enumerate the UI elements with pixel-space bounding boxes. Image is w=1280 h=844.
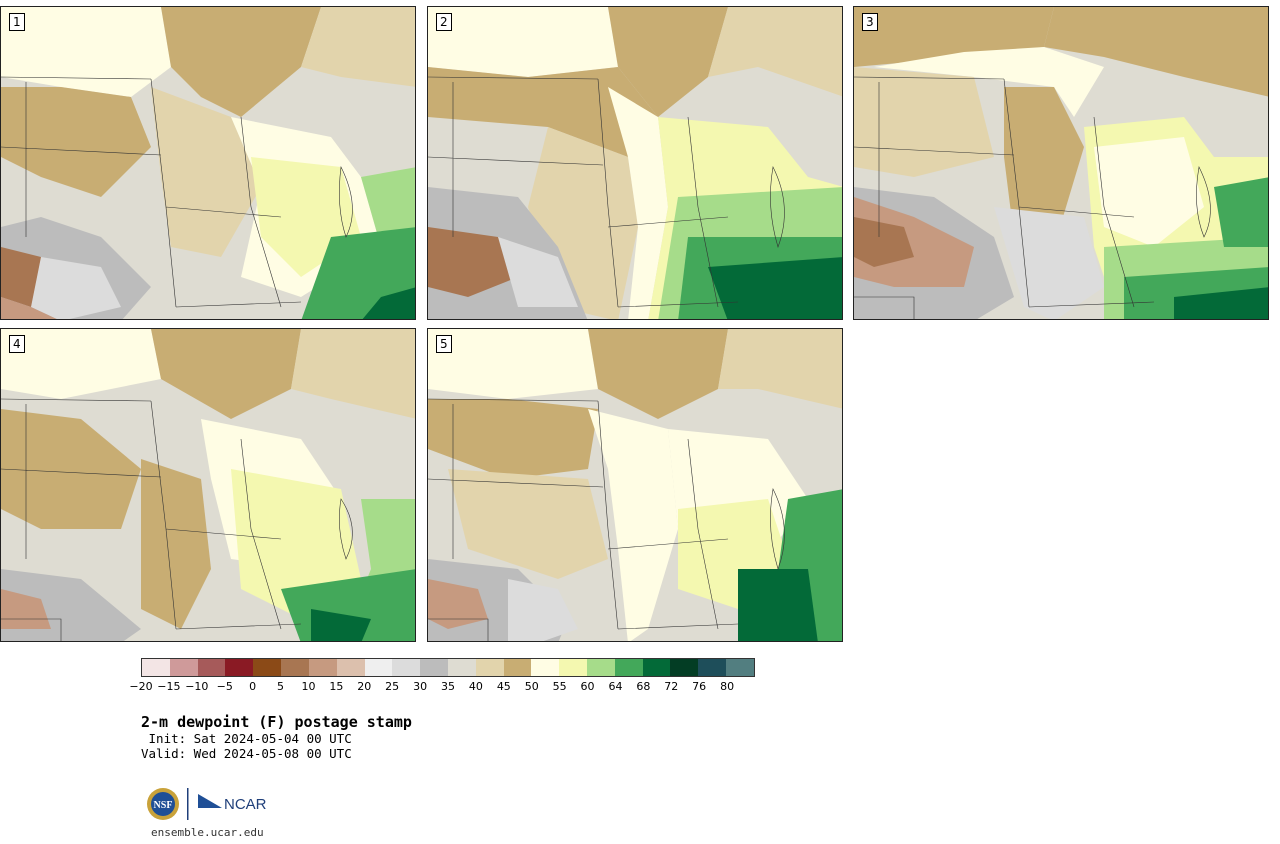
colorbar-tick-label: 35 [441, 680, 455, 693]
colorbar-tick-label: 72 [664, 680, 679, 693]
colorbar-segment [587, 659, 615, 676]
colorbar-tick-label: 30 [413, 680, 428, 693]
colorbar-tick-label: 10 [301, 680, 316, 693]
colorbar-tick-labels: −20 −15 −10 −5 0 5 10 15 20 25 30 35 40 45 50 55 60 64 68 7… [129, 680, 755, 694]
colorbar-segment [642, 659, 671, 676]
colorbar-segment [503, 659, 532, 676]
colorbar-segment [392, 659, 421, 676]
colorbar-tick-label: 40 [468, 680, 483, 693]
colorbar-tick-label: 68 [636, 680, 651, 693]
colorbar-segment [698, 659, 727, 676]
colorbar-segment [364, 659, 393, 676]
dewpoint-map-2 [428, 7, 842, 319]
colorbar-tick-label: 45 [496, 680, 511, 693]
figure-title: 2-m dewpoint (F) postage stamp [141, 713, 412, 731]
colorbar-tick-label: −5 [216, 680, 233, 693]
nsf-ncar-logo: NSF NCAR [147, 788, 267, 820]
panel-number-label: 4 [9, 335, 25, 353]
init-time: Init: Sat 2024-05-04 00 UTC [141, 731, 352, 746]
colorbar-tick-label: 5 [277, 680, 285, 693]
colorbar-segment [531, 659, 560, 676]
map-panel-1: 1 [0, 6, 416, 320]
panel-number-label: 1 [9, 13, 25, 31]
colorbar-tick-label: −15 [157, 680, 181, 693]
colorbar-segment [169, 659, 198, 676]
colorbar-tick-label: 55 [552, 680, 567, 693]
dewpoint-map-5 [428, 329, 842, 641]
colorbar-segment [670, 659, 699, 676]
colorbar-tick-label: 80 [720, 680, 735, 693]
map-panel-3: 3 [853, 6, 1269, 320]
colorbar-segment [253, 659, 282, 676]
colorbar-segment [142, 659, 170, 676]
panel-number-label: 5 [436, 335, 452, 353]
nsf-logo-icon: NSF [147, 788, 179, 820]
colorbar-segment [420, 659, 448, 676]
colorbar [141, 658, 755, 677]
colorbar-segment [559, 659, 587, 676]
colorbar-segment [197, 659, 226, 676]
colorbar-tick-label: 25 [385, 680, 400, 693]
colorbar-tick-label: 76 [692, 680, 707, 693]
colorbar-segment [281, 659, 309, 676]
website-url[interactable]: ensemble.ucar.edu [151, 826, 264, 839]
colorbar-tick-label: 50 [524, 680, 539, 693]
colorbar-segment [475, 659, 504, 676]
colorbar-tick-label: 60 [580, 680, 595, 693]
colorbar-tick-label: −10 [185, 680, 209, 693]
colorbar-segment [726, 659, 754, 676]
svg-text:NSF: NSF [154, 800, 173, 811]
map-panel-5: 5 [427, 328, 843, 642]
ncar-logo-icon: NCAR [198, 794, 267, 813]
colorbar-segment [614, 659, 643, 676]
panel-number-label: 2 [436, 13, 452, 31]
map-panel-2: 2 [427, 6, 843, 320]
colorbar-segment [308, 659, 337, 676]
colorbar-tick-label: 64 [608, 680, 623, 693]
svg-text:NCAR: NCAR [224, 796, 267, 813]
dewpoint-map-1 [1, 7, 415, 319]
map-panel-4: 4 [0, 328, 416, 642]
colorbar-tick-label: 0 [249, 680, 257, 693]
colorbar-segment [225, 659, 254, 676]
logos: NSF NCAR [146, 786, 276, 822]
panel-number-label: 3 [862, 13, 878, 31]
colorbar-segment [336, 659, 365, 676]
colorbar-tick-label: 20 [357, 680, 372, 693]
valid-time: Valid: Wed 2024-05-08 00 UTC [141, 746, 352, 761]
colorbar-tick-label: 15 [329, 680, 344, 693]
dewpoint-map-3 [854, 7, 1268, 319]
colorbar-tick-label: −20 [129, 680, 153, 693]
colorbar-segment [447, 659, 476, 676]
dewpoint-map-4 [1, 329, 415, 641]
